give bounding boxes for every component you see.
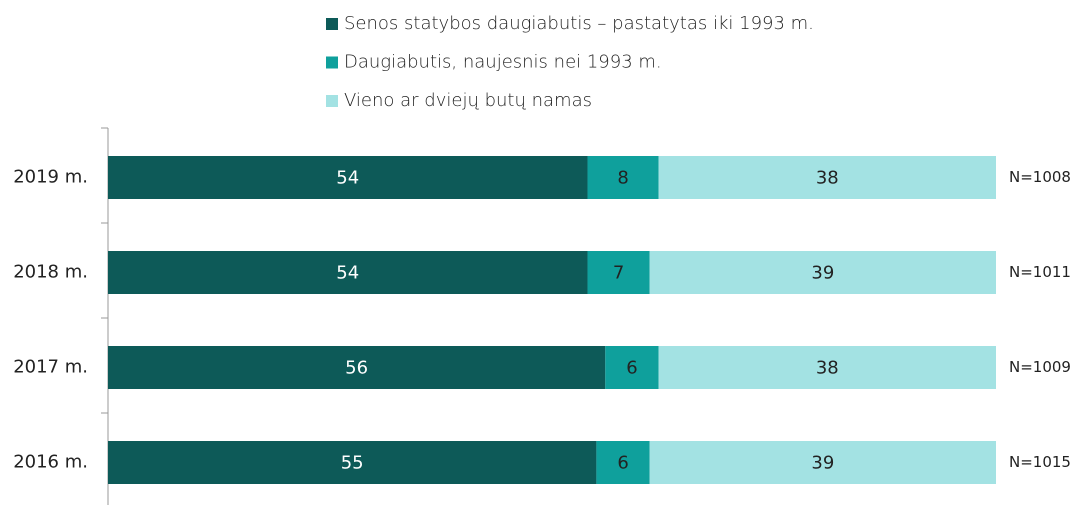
value-label: 56 (345, 358, 368, 379)
legend-label: Daugiabutis, naujesnis nei 1993 m. (344, 52, 662, 73)
bar-segment (108, 156, 588, 199)
sample-size-label: N=1009 (1009, 358, 1071, 376)
value-label: 39 (811, 263, 834, 284)
legend-swatch (326, 56, 338, 69)
bar-segment (658, 346, 996, 389)
bar-segment (596, 441, 650, 484)
legend-label: Senos statybos daugiabutis – pastatytas … (344, 13, 814, 34)
category-label: 2016 m. (13, 452, 88, 473)
sample-size-label: N=1011 (1009, 263, 1071, 281)
bar-segment (649, 251, 996, 294)
bar-segment (649, 441, 996, 484)
bar-segment (108, 346, 606, 389)
sample-size-label: N=1015 (1009, 453, 1071, 471)
value-label: 55 (341, 453, 364, 474)
sample-size-label: N=1008 (1009, 168, 1071, 186)
legend-swatch (326, 95, 338, 107)
legend-label: Vieno ar dviejų butų namas (344, 90, 592, 111)
value-label: 6 (617, 453, 628, 474)
category-label: 2019 m. (13, 167, 88, 188)
value-label: 39 (811, 453, 834, 474)
value-label: 7 (613, 263, 624, 284)
value-label: 54 (336, 263, 359, 284)
bar-segment (108, 441, 597, 484)
value-label: 6 (626, 358, 637, 379)
value-label: 8 (617, 168, 628, 189)
value-label: 54 (336, 168, 359, 189)
bar-segment (658, 156, 996, 199)
category-label: 2017 m. (13, 357, 88, 378)
bar-segment (108, 251, 588, 294)
bar-segment (587, 156, 659, 199)
bar-segment (587, 251, 650, 294)
bar-segment (605, 346, 659, 389)
value-label: 38 (816, 168, 839, 189)
legend-swatch (326, 18, 338, 30)
category-label: 2018 m. (13, 262, 88, 283)
value-label: 38 (816, 358, 839, 379)
